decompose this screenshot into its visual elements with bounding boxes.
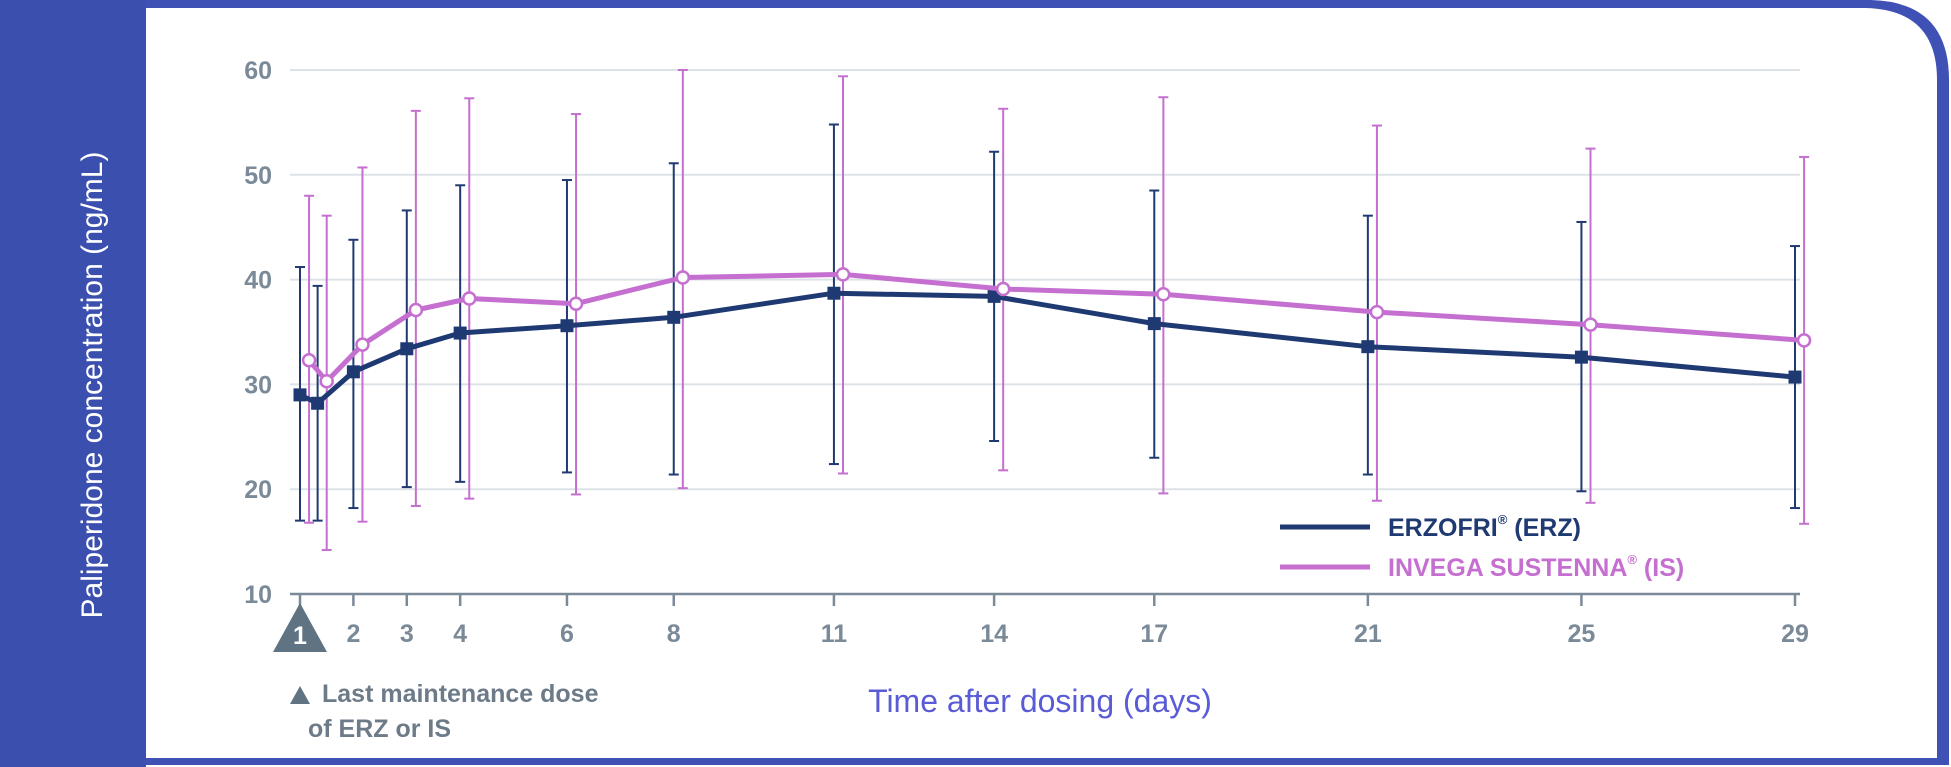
x-tick-label-8: 8 (667, 620, 681, 648)
y-tick-label-10: 10 (244, 581, 272, 609)
plot-area (293, 69, 1812, 551)
data-point-erz-4 (453, 326, 467, 340)
data-point-is-12 (1796, 333, 1812, 348)
x-axis: 1 2 3 4 6 8 11 14 17 21 25 29 (273, 592, 1809, 652)
y-tick-label-30: 30 (244, 371, 272, 399)
data-point-is-9 (1156, 287, 1171, 302)
data-point-erz-12 (1788, 370, 1802, 384)
legend-label-erz: ERZOFRI® (ERZ) (1388, 512, 1581, 542)
dose-marker-triangle-icon (273, 603, 327, 652)
dose-note: Last maintenance dose of ERZ or IS (290, 680, 599, 743)
frame-sidebar (0, 0, 146, 767)
y-tick-label-40: 40 (244, 267, 272, 295)
legend-is-suffix: (IS) (1637, 554, 1684, 582)
y-axis-ticks: 10 20 30 40 50 60 (244, 57, 272, 609)
legend-erz-mark: ® (1498, 512, 1508, 527)
gridlines (290, 69, 1800, 491)
data-point-is-0 (301, 353, 317, 368)
data-point-is-5 (568, 296, 584, 311)
x-tick-label-4: 4 (453, 620, 467, 648)
legend: ERZOFRI® (ERZ) INVEGA SUSTENNA® (IS) (1280, 512, 1684, 582)
x-tick-label-17: 17 (1140, 620, 1168, 648)
data-point-erz-9 (1147, 317, 1161, 331)
data-point-is-1 (319, 374, 334, 389)
data-point-is-6 (675, 270, 691, 285)
data-point-erz-3 (400, 342, 414, 356)
x-tick-label-6: 6 (560, 620, 574, 648)
data-point-erz-11 (1574, 350, 1588, 364)
data-point-erz-10 (1361, 340, 1375, 354)
data-point-erz-1 (311, 396, 325, 410)
note-line-2: of ERZ or IS (308, 715, 451, 743)
data-point-is-7 (835, 267, 851, 282)
legend-is-main: INVEGA SUSTENNA (1388, 554, 1627, 582)
y-tick-label-50: 50 (244, 162, 272, 190)
data-point-is-3 (408, 302, 424, 318)
note-triangle-icon (290, 686, 310, 704)
data-point-erz-7 (827, 286, 841, 300)
y-axis-title: Paliperidone concentration (ng/mL) (76, 152, 109, 619)
x-tick-label-14: 14 (980, 620, 1008, 648)
y-tick-label-20: 20 (244, 476, 272, 504)
legend-erz-suffix: (ERZ) (1507, 514, 1581, 542)
legend-label-is: INVEGA SUSTENNA® (IS) (1388, 552, 1684, 582)
data-point-is-11 (1583, 317, 1598, 332)
note-line-1: Last maintenance dose (322, 680, 599, 708)
x-tick-label-11: 11 (821, 620, 848, 648)
x-tick-label-29: 29 (1781, 620, 1809, 648)
x-tick-label-21: 21 (1354, 620, 1382, 648)
x-axis-title: Time after dosing (days) (868, 683, 1212, 719)
x-tick-label-2: 2 (346, 620, 360, 648)
data-point-erz-5 (560, 319, 574, 333)
x-tick-label-25: 25 (1568, 620, 1596, 648)
data-point-erz-6 (667, 310, 681, 324)
legend-erz-main: ERZOFRI (1388, 514, 1498, 542)
x-tick-label-3: 3 (400, 620, 414, 648)
data-point-is-8 (995, 281, 1011, 297)
data-point-is-10 (1369, 304, 1385, 320)
x-tick-label-1: 1 (293, 622, 307, 650)
legend-is-mark: ® (1627, 552, 1637, 567)
data-point-is-4 (462, 291, 477, 306)
data-point-is-2 (355, 337, 370, 352)
data-point-erz-0 (293, 388, 307, 402)
y-tick-label-60: 60 (244, 57, 272, 85)
data-point-erz-2 (346, 365, 360, 379)
plot-panel (146, 8, 1937, 758)
